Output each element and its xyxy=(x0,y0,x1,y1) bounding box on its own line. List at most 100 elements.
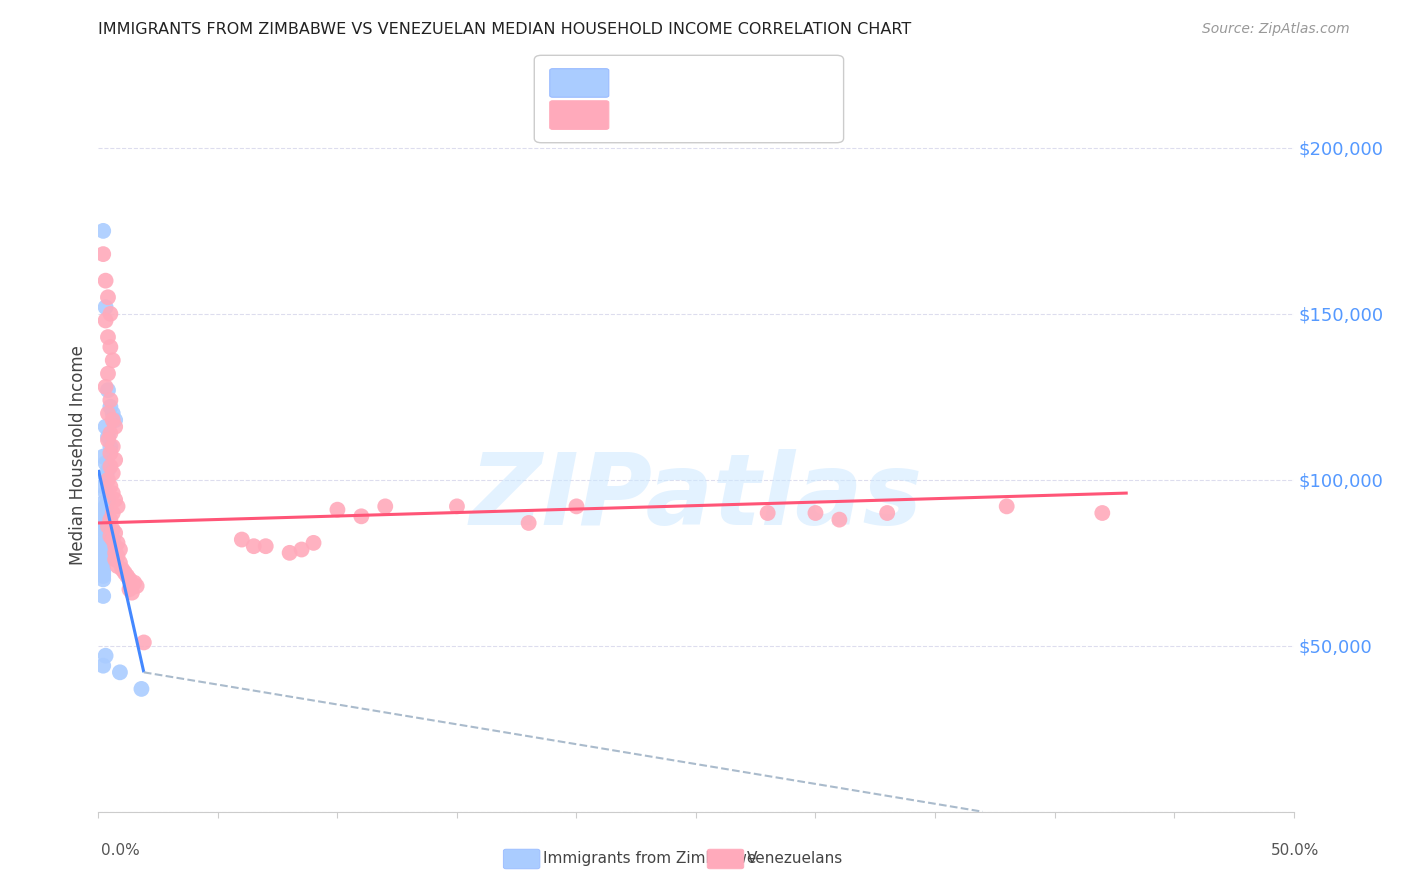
Point xyxy=(104,552,127,566)
Point xyxy=(97,383,120,397)
Point xyxy=(91,552,114,566)
Point xyxy=(91,549,114,563)
Point xyxy=(91,523,114,537)
Point xyxy=(118,573,141,587)
Point xyxy=(97,519,120,533)
Point xyxy=(101,466,124,480)
Point xyxy=(108,556,131,570)
Point xyxy=(101,413,124,427)
Point xyxy=(125,579,148,593)
Point xyxy=(243,539,266,553)
Point xyxy=(290,542,312,557)
Point xyxy=(91,516,114,530)
Text: N = 68: N = 68 xyxy=(731,106,792,124)
Point xyxy=(98,426,122,441)
Point xyxy=(876,506,898,520)
Point xyxy=(108,665,131,680)
Text: IMMIGRANTS FROM ZIMBABWE VS VENEZUELAN MEDIAN HOUSEHOLD INCOME CORRELATION CHART: IMMIGRANTS FROM ZIMBABWE VS VENEZUELAN M… xyxy=(98,22,911,37)
Point xyxy=(565,500,588,514)
Point xyxy=(254,539,277,553)
Point xyxy=(91,533,114,547)
Point xyxy=(91,247,114,261)
Point xyxy=(97,529,120,543)
Point xyxy=(97,463,120,477)
Point xyxy=(97,430,120,444)
Point xyxy=(98,400,122,414)
Point xyxy=(326,502,349,516)
Text: 50.0%: 50.0% xyxy=(1271,843,1319,858)
Point xyxy=(98,459,122,474)
Y-axis label: Median Household Income: Median Household Income xyxy=(69,345,87,565)
Point xyxy=(131,681,153,696)
Point xyxy=(98,479,122,493)
Point xyxy=(107,549,129,563)
Point xyxy=(278,546,301,560)
Point xyxy=(374,500,396,514)
Point xyxy=(91,536,114,550)
Point xyxy=(94,546,117,560)
Point xyxy=(104,419,127,434)
Point xyxy=(828,513,851,527)
Point xyxy=(94,419,117,434)
Point xyxy=(94,648,117,663)
Text: N = 44: N = 44 xyxy=(731,74,792,92)
Point xyxy=(91,502,114,516)
Text: R =  0.047: R = 0.047 xyxy=(614,106,707,124)
Text: Immigrants from Zimbabwe: Immigrants from Zimbabwe xyxy=(543,852,756,866)
Point xyxy=(91,224,114,238)
Point xyxy=(446,500,468,514)
Point xyxy=(94,513,117,527)
Point xyxy=(94,380,117,394)
Point xyxy=(104,546,127,560)
Point xyxy=(98,393,122,408)
Point xyxy=(91,562,114,576)
Point xyxy=(91,569,114,583)
Point xyxy=(101,406,124,420)
Point xyxy=(98,529,122,543)
Point xyxy=(104,413,127,427)
Point xyxy=(98,440,122,454)
Point xyxy=(101,353,124,368)
Point xyxy=(91,556,114,570)
Point xyxy=(97,433,120,447)
Point xyxy=(107,500,129,514)
Point xyxy=(995,500,1018,514)
Point xyxy=(94,506,117,520)
Point xyxy=(104,539,127,553)
Point xyxy=(94,456,117,470)
Point xyxy=(98,307,122,321)
Point xyxy=(115,569,138,583)
Point xyxy=(98,340,122,354)
Point xyxy=(98,513,122,527)
Point xyxy=(97,290,120,304)
Point xyxy=(91,658,114,673)
Point xyxy=(104,453,127,467)
Point xyxy=(302,536,325,550)
Point xyxy=(97,406,120,420)
Point xyxy=(107,559,129,574)
Point xyxy=(108,542,131,557)
Text: R = -0.376: R = -0.376 xyxy=(614,74,709,92)
Text: ZIPatlas: ZIPatlas xyxy=(470,450,922,546)
Point xyxy=(94,486,117,500)
Point xyxy=(94,525,117,540)
Point xyxy=(756,506,779,520)
Point xyxy=(91,589,114,603)
Point xyxy=(91,496,114,510)
Point xyxy=(350,509,373,524)
Point xyxy=(91,566,114,580)
Point xyxy=(101,533,124,547)
Point xyxy=(94,500,117,514)
Text: 0.0%: 0.0% xyxy=(101,843,141,858)
Point xyxy=(97,330,120,344)
Point xyxy=(91,479,114,493)
Point xyxy=(94,519,117,533)
Point xyxy=(91,539,114,553)
Text: Source: ZipAtlas.com: Source: ZipAtlas.com xyxy=(1202,22,1350,37)
Point xyxy=(97,367,120,381)
Point xyxy=(94,274,117,288)
Point xyxy=(91,573,114,587)
Text: Venezuelans: Venezuelans xyxy=(747,852,842,866)
Point xyxy=(104,492,127,507)
Point xyxy=(517,516,540,530)
